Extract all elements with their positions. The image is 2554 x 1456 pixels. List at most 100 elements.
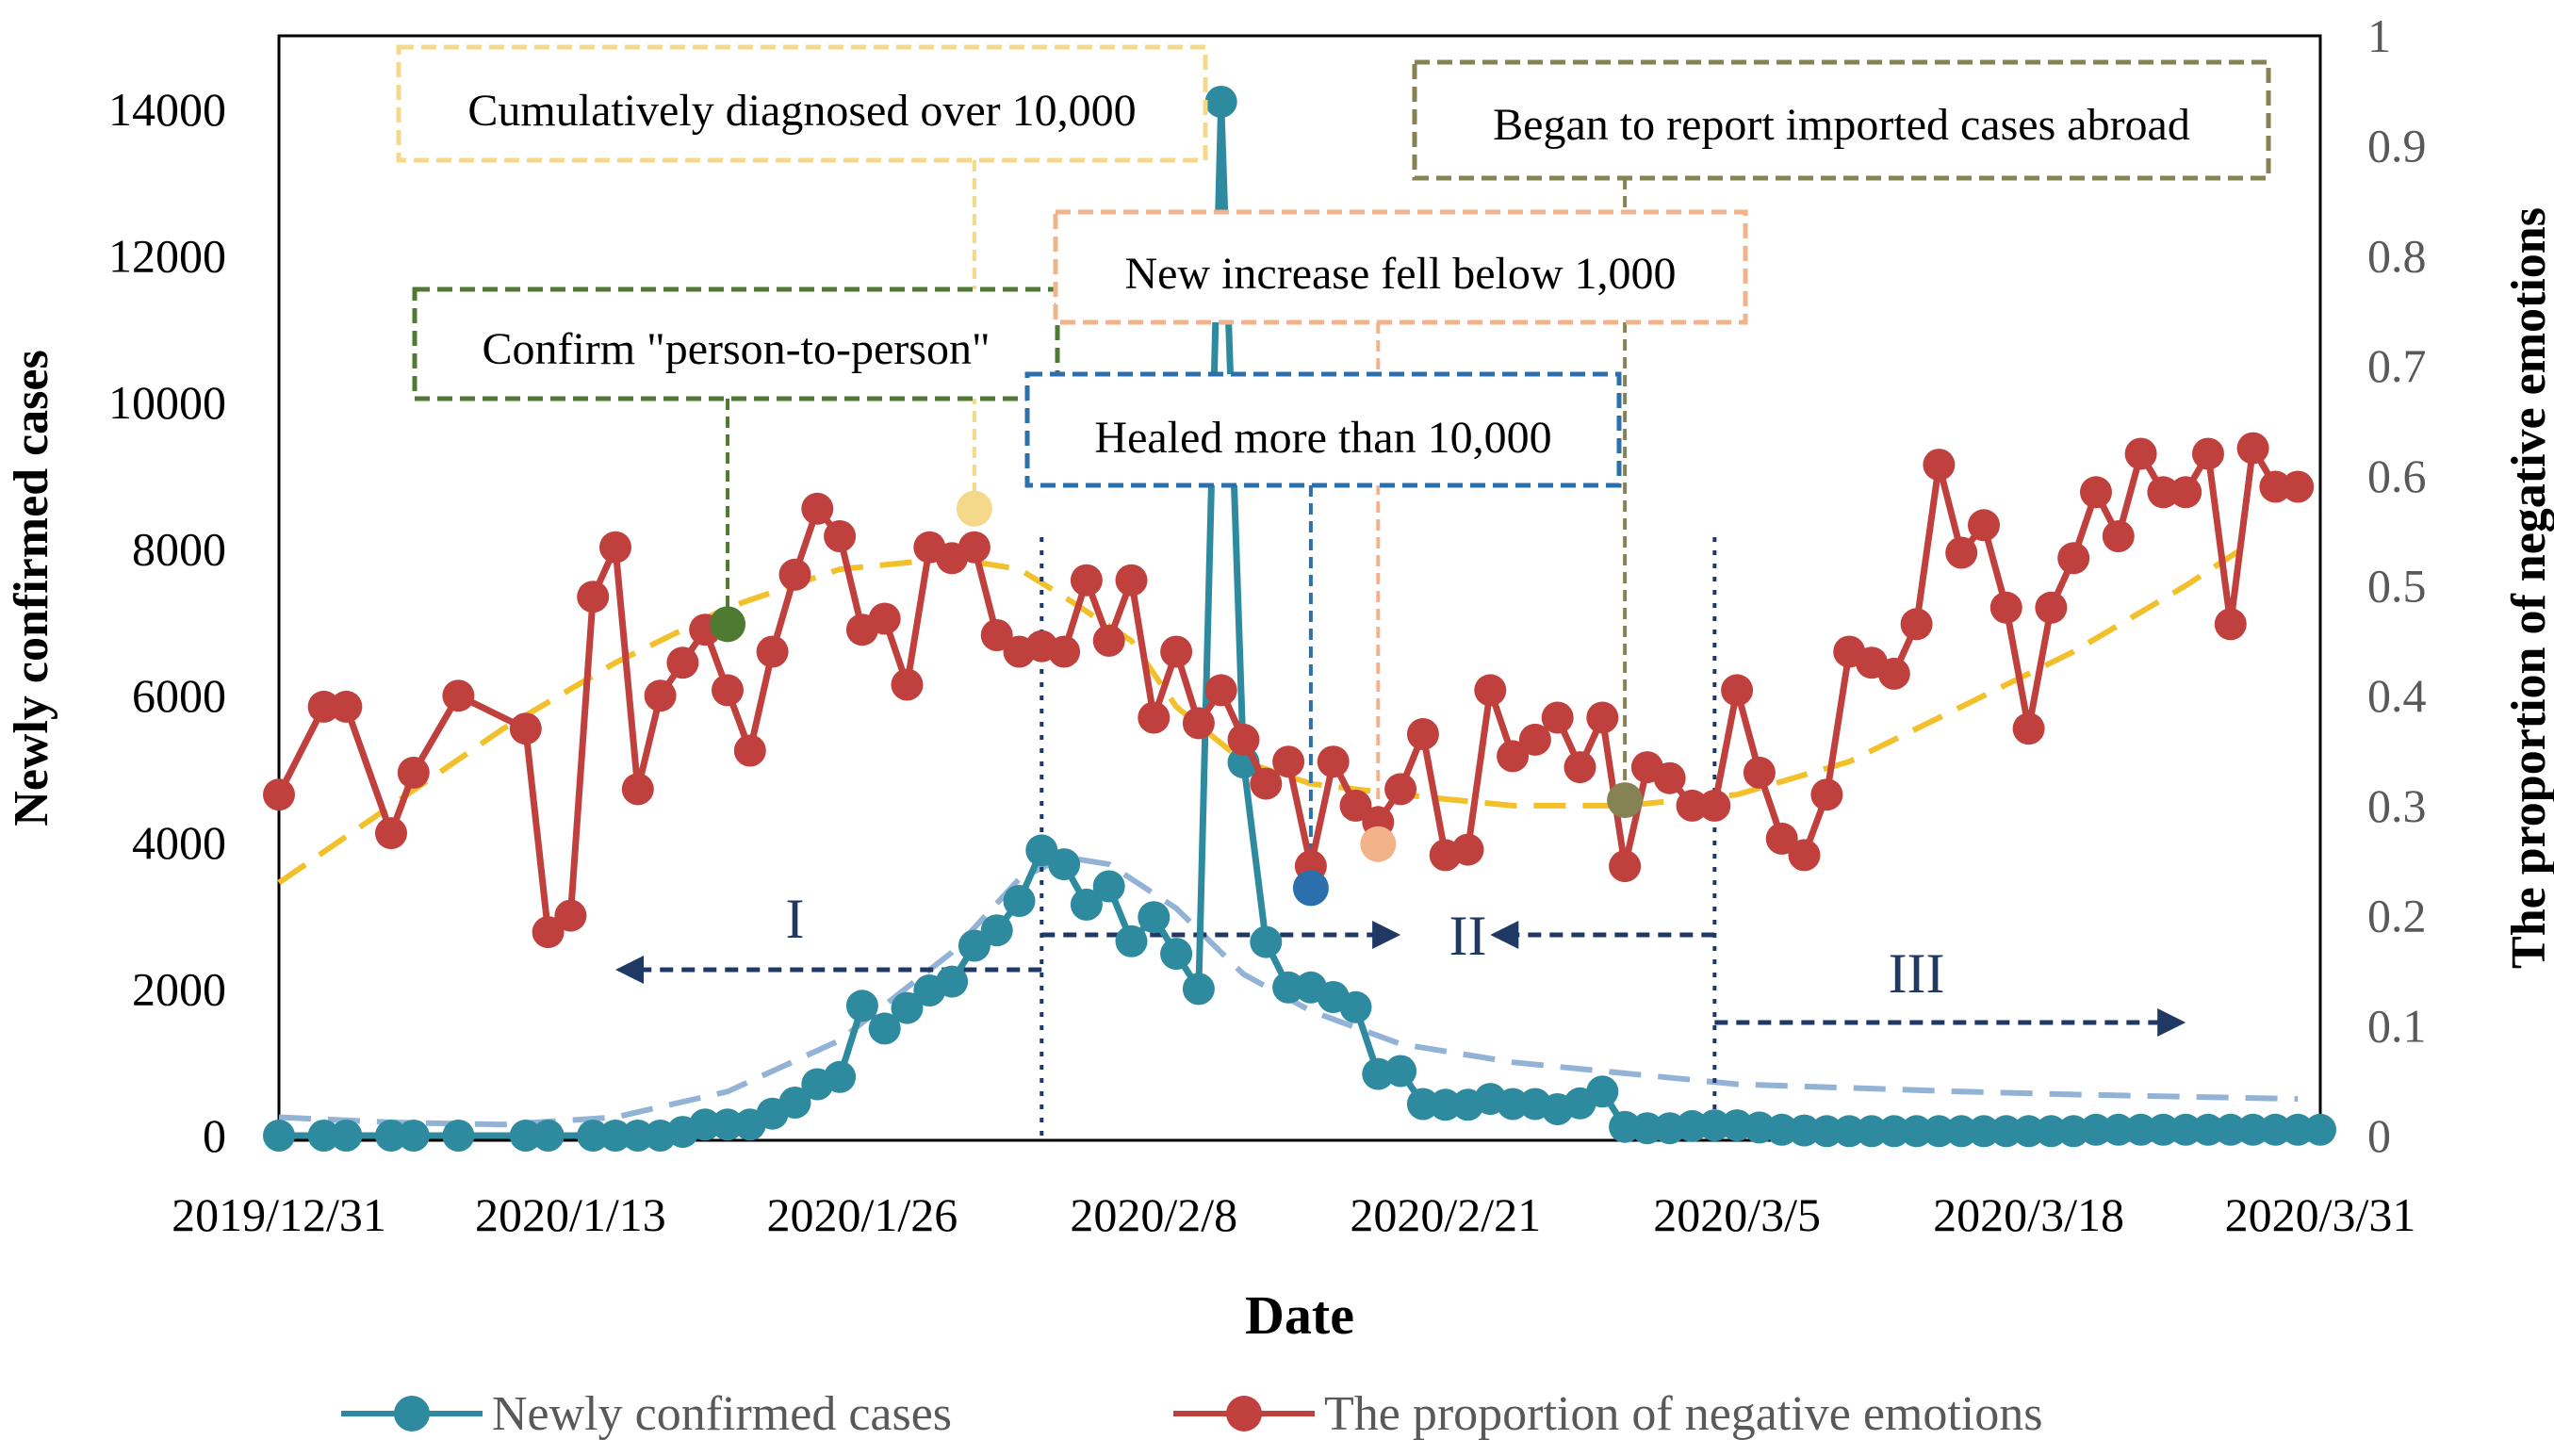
cases-data-point [442, 1120, 475, 1152]
cases-data-point [980, 914, 1013, 947]
negative-data-point [1900, 608, 1933, 641]
cases-data-point [532, 1120, 565, 1152]
negative-data-point [2214, 608, 2247, 641]
negative-data-point [1765, 822, 1798, 855]
cases-data-point [2102, 1113, 2135, 1146]
cases-data-point [1115, 924, 1148, 957]
cases-data-point [1676, 1109, 1709, 1142]
cases-data-point [1945, 1115, 1978, 1148]
phase-label-iii: III [1889, 942, 1945, 1005]
annotation-text: Healed more than 10,000 [1094, 413, 1551, 463]
negative-data-point [824, 520, 857, 552]
y-right-tick-label: 0.9 [2367, 120, 2427, 172]
cases-data-point [1586, 1075, 1619, 1108]
negative-data-point [644, 679, 677, 712]
negative-data-point [1923, 449, 1956, 482]
negative-data-point [1676, 789, 1709, 822]
negative-data-point [1115, 564, 1148, 597]
annotation-box [1024, 371, 1622, 488]
annotation-text: Confirm "person-to-person" [482, 324, 990, 374]
x-tick-label: 2020/3/5 [1653, 1188, 1821, 1241]
y-left-tick-label: 0 [203, 1109, 226, 1162]
legend-negative-label: The proportion of negative emotions [1324, 1387, 2042, 1441]
cases-data-point [1429, 1088, 1462, 1121]
x-tick-label: 2020/2/8 [1070, 1188, 1237, 1241]
cases-data-point [1182, 973, 1215, 1006]
cases-data-point [778, 1087, 811, 1119]
negative-data-point [532, 916, 565, 949]
negative-data-point [1586, 701, 1619, 734]
negative-data-point [1698, 789, 1731, 822]
negative-data-point [1048, 635, 1081, 668]
cases-data-point [2169, 1113, 2202, 1146]
cases-data-point [2124, 1113, 2157, 1146]
negative-data-point [307, 690, 340, 723]
negative-data-point [599, 531, 631, 564]
legend: Newly confirmed cases The proportion of … [341, 1387, 2042, 1441]
y-left-tick-label: 10000 [108, 376, 226, 429]
cases-data-point [375, 1120, 407, 1152]
negative-data-point [577, 581, 610, 613]
negative-data-point [2282, 470, 2315, 503]
negative-data-point [1451, 833, 1484, 866]
negative-data-point [980, 619, 1013, 651]
cases-data-point [1406, 1088, 1439, 1121]
cases-data-point [1250, 925, 1283, 958]
cases-data-point [621, 1120, 654, 1152]
cases-data-point [891, 991, 924, 1024]
cases-data-point [958, 929, 990, 962]
y-right-tick-label: 0.5 [2367, 560, 2427, 613]
y-left-tick-label: 6000 [132, 669, 226, 722]
cases-data-point [1272, 971, 1305, 1004]
cases-data-point [689, 1108, 722, 1141]
x-tick-label: 2019/12/31 [172, 1188, 386, 1241]
cases-data-point [1833, 1115, 1866, 1148]
negative-data-point [397, 756, 430, 789]
negative-data-point [621, 773, 654, 806]
cases-data-point [2147, 1113, 2180, 1146]
x-axis-title: Date [1245, 1284, 1354, 1346]
cases-data-point [2192, 1113, 2224, 1146]
y-right-tick-label: 1 [2367, 9, 2391, 62]
negative-data-point [666, 646, 699, 679]
cases-data-point [2080, 1113, 2112, 1146]
cases-data-point [1877, 1115, 1910, 1148]
cases-data-point [1092, 870, 1125, 903]
y-right-tick-label: 0.1 [2367, 999, 2427, 1052]
negative-data-point [1721, 674, 1754, 707]
negative-data-point [554, 899, 587, 932]
negative-data-point [509, 712, 542, 745]
negative-data-point [375, 817, 407, 850]
cases-data-point [1138, 901, 1171, 934]
annotation-marker [1292, 870, 1329, 907]
negative-data-point [1406, 718, 1439, 750]
negative-data-point [2080, 476, 2112, 509]
annotation-marker [1360, 826, 1397, 862]
cases-data-point [2259, 1113, 2292, 1146]
negative-data-point [2236, 432, 2269, 465]
x-tick-label: 2020/3/18 [1933, 1188, 2124, 1241]
y-left-tick-label: 8000 [132, 523, 226, 576]
cases-data-point [1160, 938, 1193, 971]
negative-data-point [2169, 476, 2202, 509]
y-right-tick-label: 0.7 [2367, 339, 2427, 392]
negative-data-point [263, 778, 295, 811]
cases-trend-line [278, 854, 2299, 1128]
annotation-box [412, 286, 1060, 401]
annotation-text: Cumulatively diagnosed over 10,000 [467, 86, 1136, 136]
negative-data-point [1250, 767, 1283, 800]
cases-data-point [868, 1012, 901, 1045]
phase-ii-arrow-right-head [1372, 921, 1401, 949]
cases-data-point [1384, 1055, 1417, 1088]
negative-data-point [1272, 745, 1305, 778]
negative-data-point [442, 679, 475, 712]
cases-data-point [1810, 1115, 1843, 1148]
negative-data-point [1564, 751, 1596, 784]
y-left-tick-label: 12000 [108, 229, 226, 282]
cases-data-point [1989, 1115, 2022, 1148]
negative-data-point [1877, 657, 1910, 690]
y-left-tick-label: 4000 [132, 816, 226, 869]
cases-data-point [936, 965, 969, 998]
cases-data-point [2214, 1113, 2247, 1146]
